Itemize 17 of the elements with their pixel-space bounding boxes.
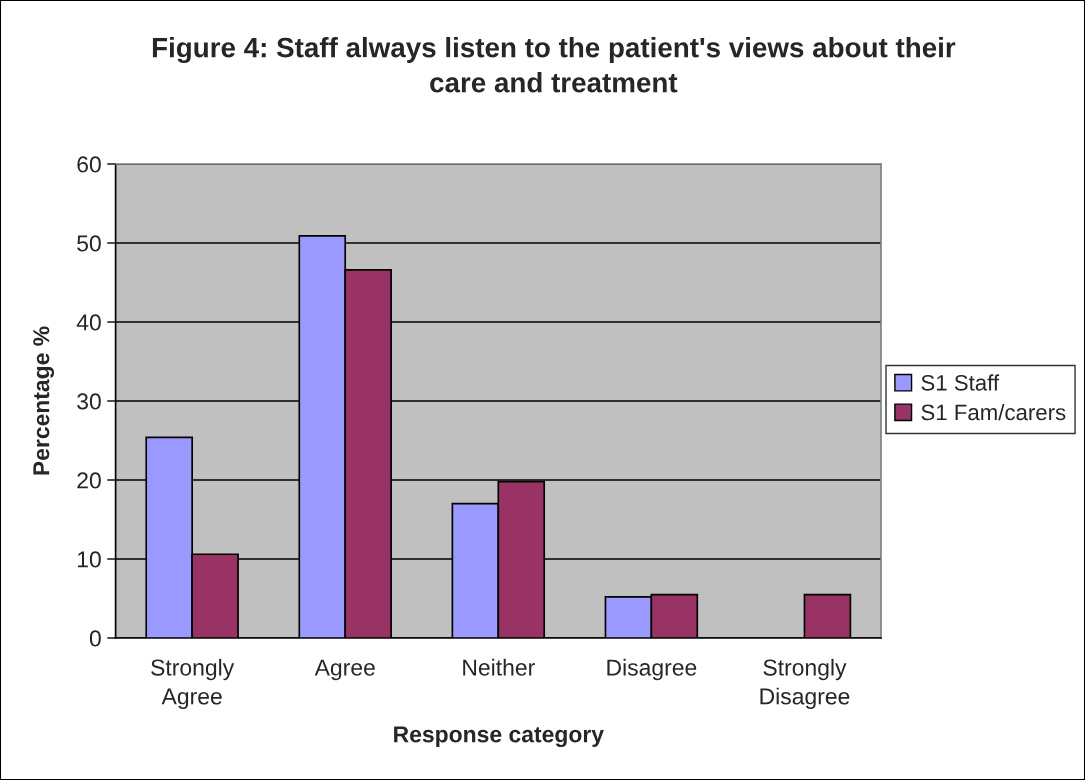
y-tick-label: 20 [77, 472, 101, 489]
y-tick-label: 40 [76, 314, 101, 331]
y-tick-label: 50 [77, 235, 101, 252]
y-tick-label: 10 [77, 551, 101, 568]
chart-title: Figure 4: Staff always listen to the patient's views about their care and treatment [152, 37, 956, 93]
y-tick-label: 60 [77, 156, 101, 173]
x-tick-label: Neither [463, 658, 535, 676]
x-tick-label: Strongly Agree [151, 658, 235, 710]
x-tick-label: Agree [314, 659, 375, 681]
legend-label: S1 Staff [921, 374, 1000, 391]
y-tick-label: 0 [89, 630, 101, 647]
y-tick-label: 30 [77, 393, 101, 410]
legend-label: S1 Fam/carers [921, 403, 1066, 421]
y-axis-title: Percentage % [33, 326, 54, 475]
x-axis-title: Response category [394, 726, 604, 748]
x-tick-label: Strongly Disagree [760, 658, 850, 710]
x-tick-label: Disagree [607, 658, 697, 681]
